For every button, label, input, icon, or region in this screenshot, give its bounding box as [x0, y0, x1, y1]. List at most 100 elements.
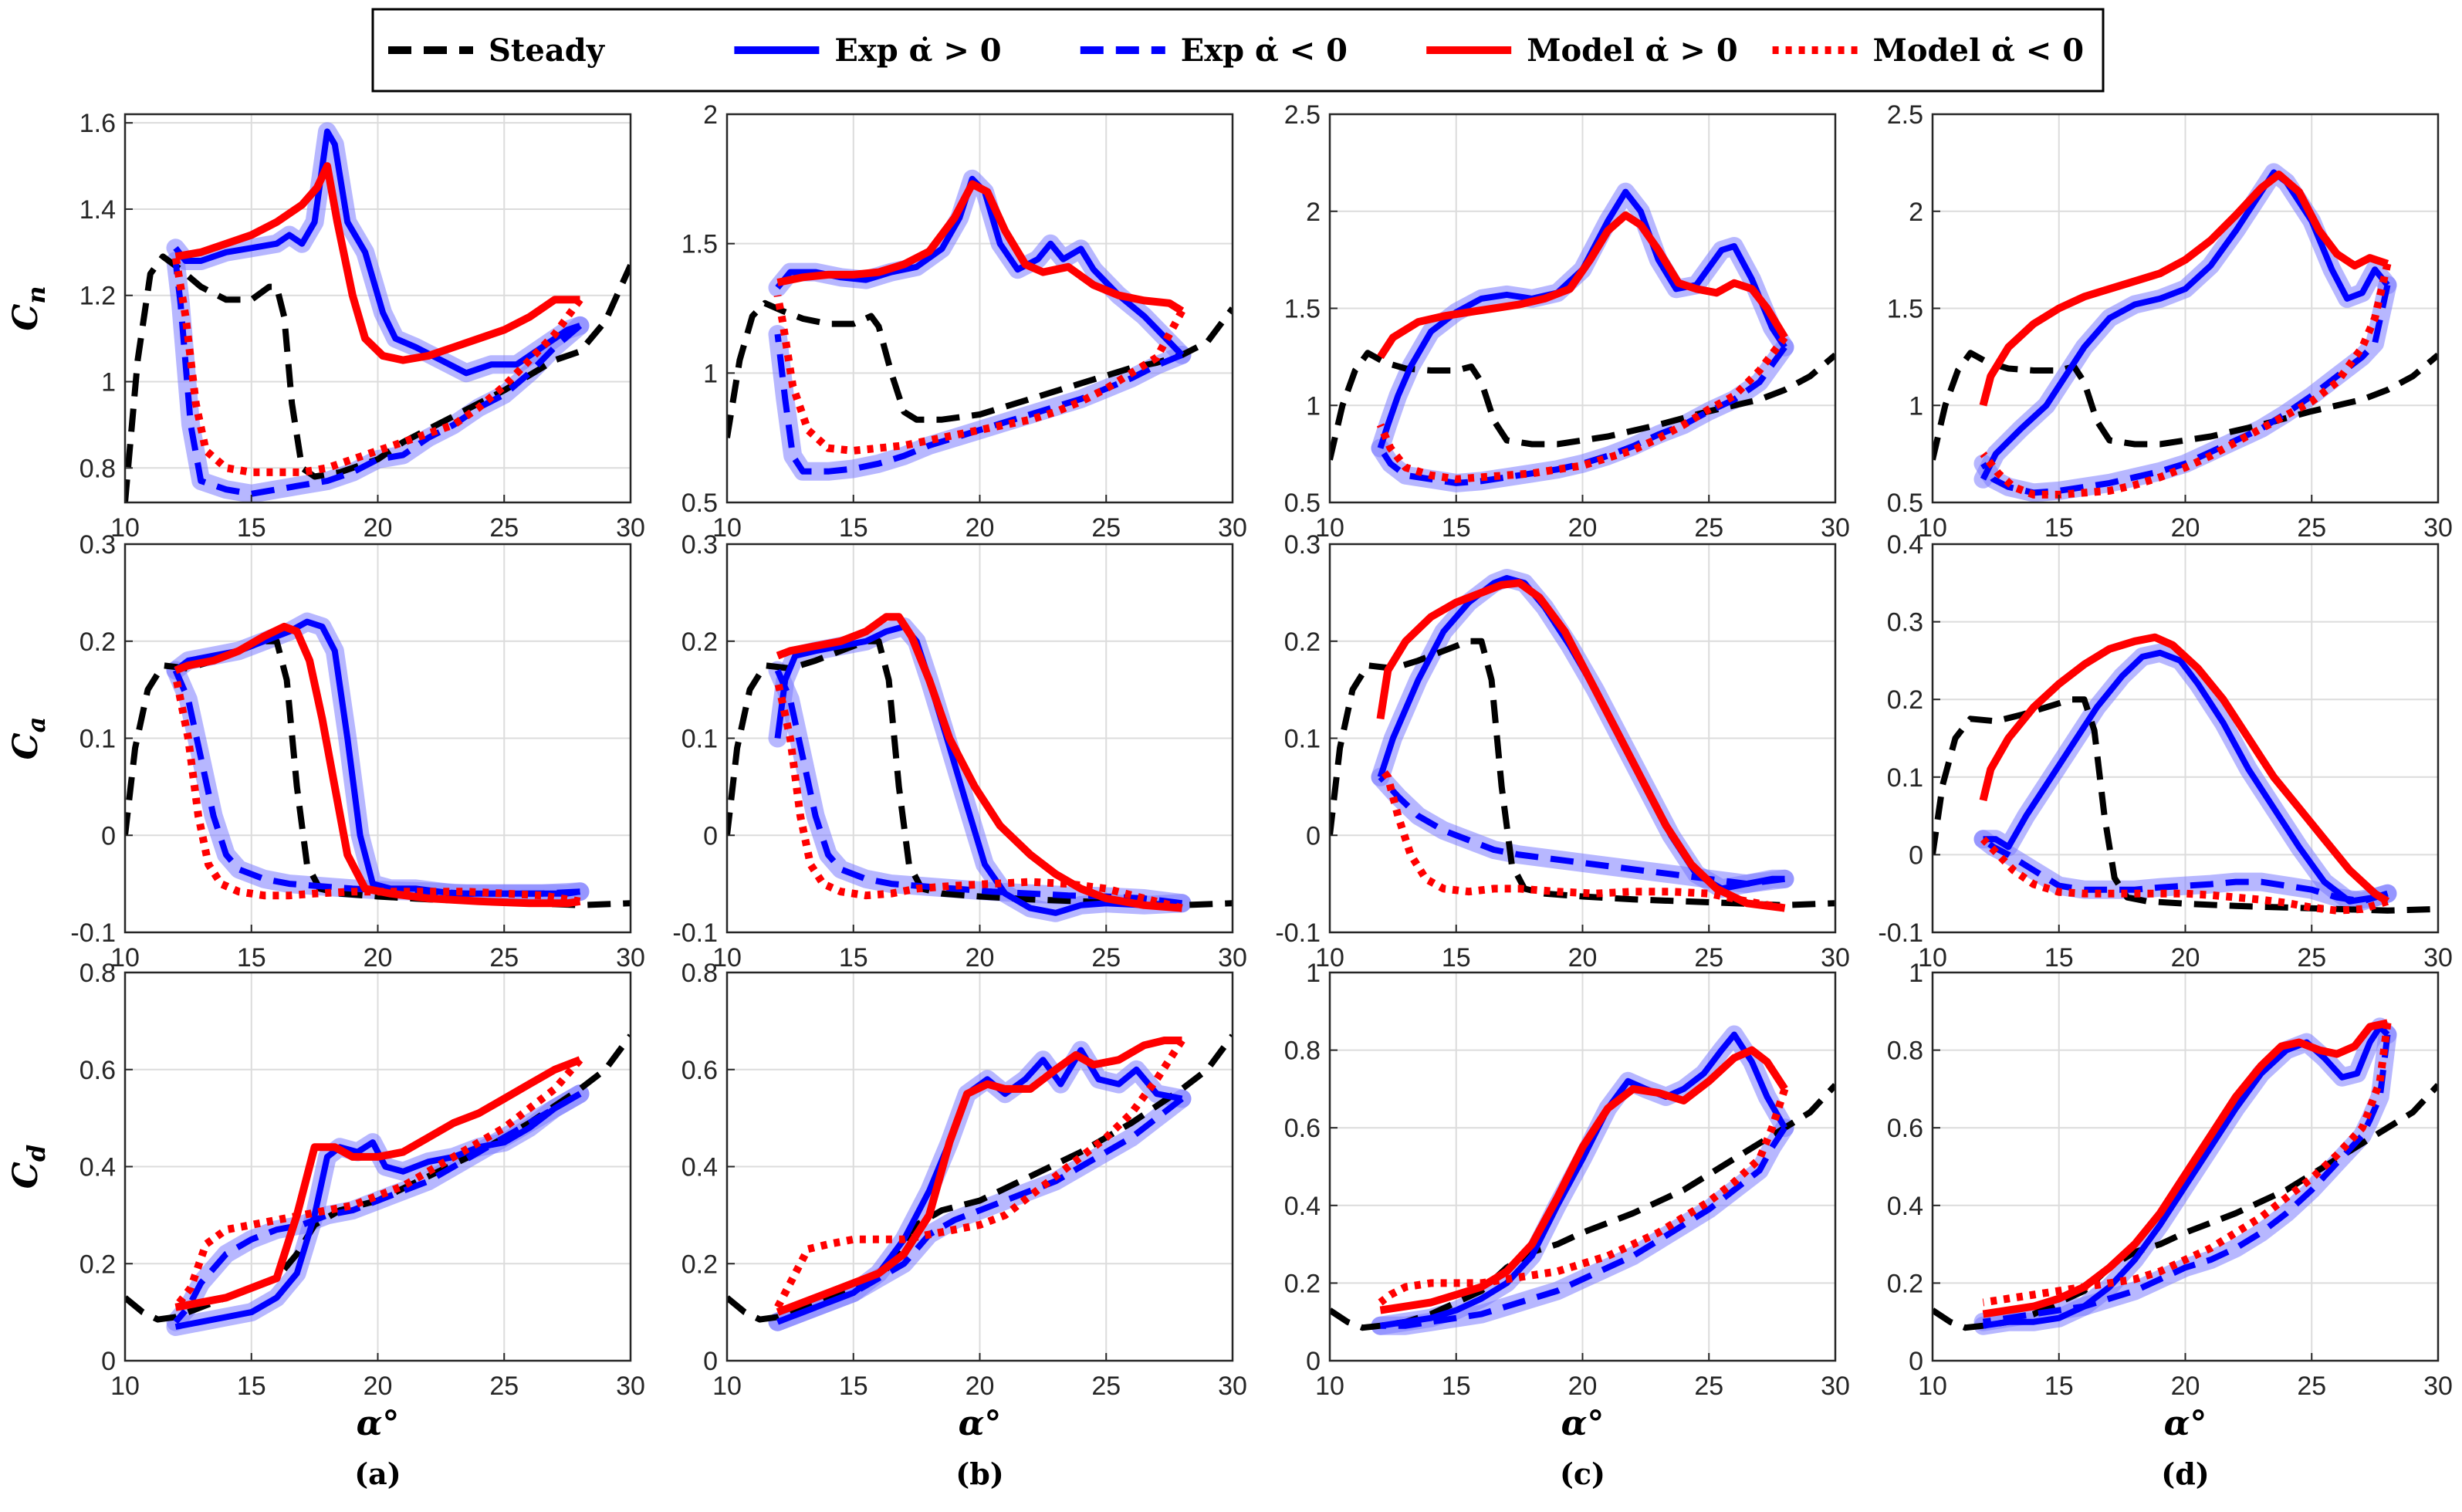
x-tick-label: 15 [2044, 513, 2074, 543]
x-tick-label: 25 [489, 513, 519, 543]
series-line-steady [1330, 638, 1835, 908]
y-tick-label: 0.2 [79, 1250, 116, 1279]
panel-Cd-(a): 10 15 20 25 30 0 0.2 0.4 0.6 0.8 Cd α° (a) [6, 959, 645, 1491]
series-line-model_up [1982, 1019, 2389, 1318]
y-tick-label: -0.1 [1275, 918, 1321, 948]
x-tick-label: 15 [839, 943, 868, 972]
x-tick-label: 15 [2044, 943, 2074, 972]
y-tick-label: 1 [1306, 391, 1321, 421]
y-tick-label: 1.5 [681, 230, 718, 259]
series-group [1933, 1017, 2438, 1335]
y-tick-label: 0.3 [1284, 530, 1321, 560]
series-line-model_up [776, 613, 1182, 912]
x-tick-label: 20 [966, 943, 995, 972]
x-tick-label: 15 [237, 1372, 266, 1401]
panel-label: (c) [1560, 1456, 1605, 1491]
y-tick-label: 0.4 [681, 1153, 718, 1182]
panel-Cn-(d): 10 15 20 25 30 0.5 1 1.5 2 2.5 [1887, 100, 2453, 543]
x-tick-label: 30 [616, 1372, 645, 1401]
series-group [1330, 569, 1835, 912]
series-line-model_up [776, 180, 1185, 315]
series-line-exp_down [774, 333, 1184, 475]
x-tick-label: 10 [712, 1372, 742, 1401]
series-group [1933, 163, 2438, 502]
x-tick-label: 10 [1315, 943, 1344, 972]
y-tick-label: 0.4 [1284, 1192, 1321, 1221]
x-tick-label: 30 [1218, 1372, 1247, 1401]
y-tick-label: 2 [1306, 198, 1321, 227]
series-group [125, 122, 631, 502]
y-tick-label: 0 [1909, 1347, 1923, 1376]
y-tick-label: 0.3 [1887, 608, 1923, 638]
y-tick-label: 0.1 [79, 725, 116, 754]
x-tick-label: 30 [616, 513, 645, 543]
series-line-model_up [174, 1056, 582, 1311]
y-tick-label: 0.8 [1284, 1037, 1321, 1066]
panel-Cd-(d): 10 15 20 25 30 0 0.2 0.4 0.6 0.8 1 α° (d) [1887, 959, 2453, 1491]
x-tick-label: 10 [110, 513, 140, 543]
x-tick-label: 20 [364, 1372, 393, 1401]
x-tick-label: 15 [2044, 1372, 2074, 1401]
y-tick-label: 0.8 [681, 959, 718, 988]
x-tick-label: 20 [2171, 943, 2200, 972]
legend: Steady Exp α̇ > 0 Exp α̇ < 0 Model α̇ > 0 Mo… [371, 8, 2105, 93]
x-tick-label: 30 [2423, 513, 2453, 543]
series-group [125, 612, 631, 908]
series-line-exp_down [172, 668, 580, 897]
y-tick-label: 0.5 [1887, 489, 1923, 518]
y-tick-label: 1 [1909, 391, 1923, 421]
x-tick-label: 30 [1821, 943, 1850, 972]
series-line-model_down [774, 1038, 1185, 1310]
y-tick-label: 0.2 [1284, 1269, 1321, 1298]
panel-Ca-(d): 10 15 20 25 30 -0.1 0 0.1 0.2 0.3 0.4 [1878, 530, 2453, 972]
series-line-steady [727, 1033, 1233, 1323]
y-tick-label: 0.3 [79, 530, 116, 560]
y-tick-label: 1 [1306, 959, 1321, 988]
panel-label: (b) [955, 1456, 1004, 1491]
y-tick-label: -0.1 [1878, 918, 1923, 948]
x-axis-label: α° [357, 1404, 400, 1443]
x-tick-label: 15 [1442, 943, 1471, 972]
x-tick-label: 25 [1091, 943, 1121, 972]
x-tick-label: 20 [364, 513, 393, 543]
panel-label: (a) [354, 1456, 401, 1491]
legend-label-exp_down: Exp α̇ < 0 [1181, 32, 1348, 69]
series-line-exp_down [776, 1096, 1184, 1325]
x-tick-label: 10 [1918, 943, 1947, 972]
series-line-model_down [773, 678, 1183, 912]
y-tick-label: 0.1 [1284, 725, 1321, 754]
series-line-model_up [174, 162, 580, 364]
x-tick-label: 25 [1694, 513, 1723, 543]
x-tick-label: 20 [1568, 513, 1598, 543]
y-tick-label: 0.2 [1887, 685, 1923, 715]
y-tick-label: 0.2 [79, 627, 116, 657]
y-tick-label: 0.5 [681, 489, 718, 518]
series-line-steady [1330, 1083, 1835, 1331]
panel-Cd-(b): 10 15 20 25 30 0 0.2 0.4 0.6 0.8 α° (b) [681, 959, 1247, 1491]
x-tick-label: 25 [489, 943, 519, 972]
x-tick-label: 25 [2297, 1372, 2326, 1401]
x-tick-label: 30 [1218, 513, 1247, 543]
y-tick-label: 0 [1306, 1347, 1321, 1376]
y-tick-label: 1 [1909, 959, 1923, 988]
series-line-model_down [1980, 262, 2392, 499]
legend-label-steady: Steady [489, 32, 606, 69]
series-group [727, 613, 1233, 922]
y-tick-label: 2 [1909, 198, 1923, 227]
y-tick-label: 0 [101, 821, 116, 851]
x-tick-label: 25 [489, 1372, 519, 1401]
x-tick-label: 20 [2171, 513, 2200, 543]
y-tick-label: 0.1 [681, 725, 718, 754]
y-tick-label: 0.2 [681, 627, 718, 657]
x-tick-label: 25 [1694, 1372, 1723, 1401]
series-group [125, 1033, 631, 1336]
series-line-exp_up [1379, 1031, 1787, 1329]
series-line-exp_down [173, 1091, 582, 1324]
series-line-exp_down [172, 260, 583, 497]
legend-label-model_up: Model α̇ > 0 [1527, 32, 1737, 69]
panel-Cn-(c): 10 15 20 25 30 0.5 1 1.5 2 2.5 [1284, 100, 1850, 543]
x-tick-label: 25 [1091, 513, 1121, 543]
y-tick-label: 0.8 [1887, 1037, 1923, 1066]
y-tick-label: 0 [1306, 821, 1321, 851]
x-tick-label: 15 [839, 1372, 868, 1401]
